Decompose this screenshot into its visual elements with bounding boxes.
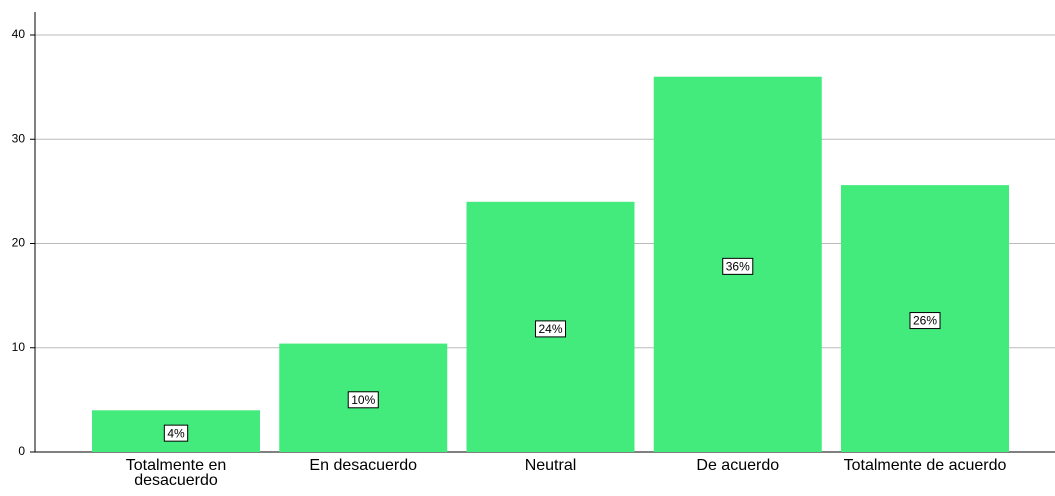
x-tick-label: Totalmente de acuerdo bbox=[843, 457, 1007, 474]
y-tick-label: 20 bbox=[12, 236, 26, 250]
x-tick-label: Neutral bbox=[524, 457, 577, 474]
value-label: 36% bbox=[726, 260, 750, 274]
value-label: 10% bbox=[351, 393, 375, 407]
y-tick-label: 30 bbox=[12, 131, 26, 145]
value-label-box bbox=[722, 257, 754, 275]
value-label-box bbox=[909, 312, 941, 330]
x-tick-label: Totalmente en desacuerdo bbox=[125, 457, 227, 489]
x-tick-label: En desacuerdo bbox=[309, 457, 418, 474]
value-label-box bbox=[347, 391, 379, 409]
value-label: 4% bbox=[167, 426, 185, 440]
value-label: 24% bbox=[538, 322, 562, 336]
x-tick-label: De acuerdo bbox=[696, 457, 780, 474]
y-tick-label: 0 bbox=[18, 444, 25, 458]
value-label: 26% bbox=[913, 314, 937, 328]
value-label-box bbox=[534, 320, 567, 338]
y-tick-label: 10 bbox=[12, 340, 26, 354]
value-label-box bbox=[163, 424, 189, 442]
y-tick-label: 40 bbox=[12, 27, 26, 41]
